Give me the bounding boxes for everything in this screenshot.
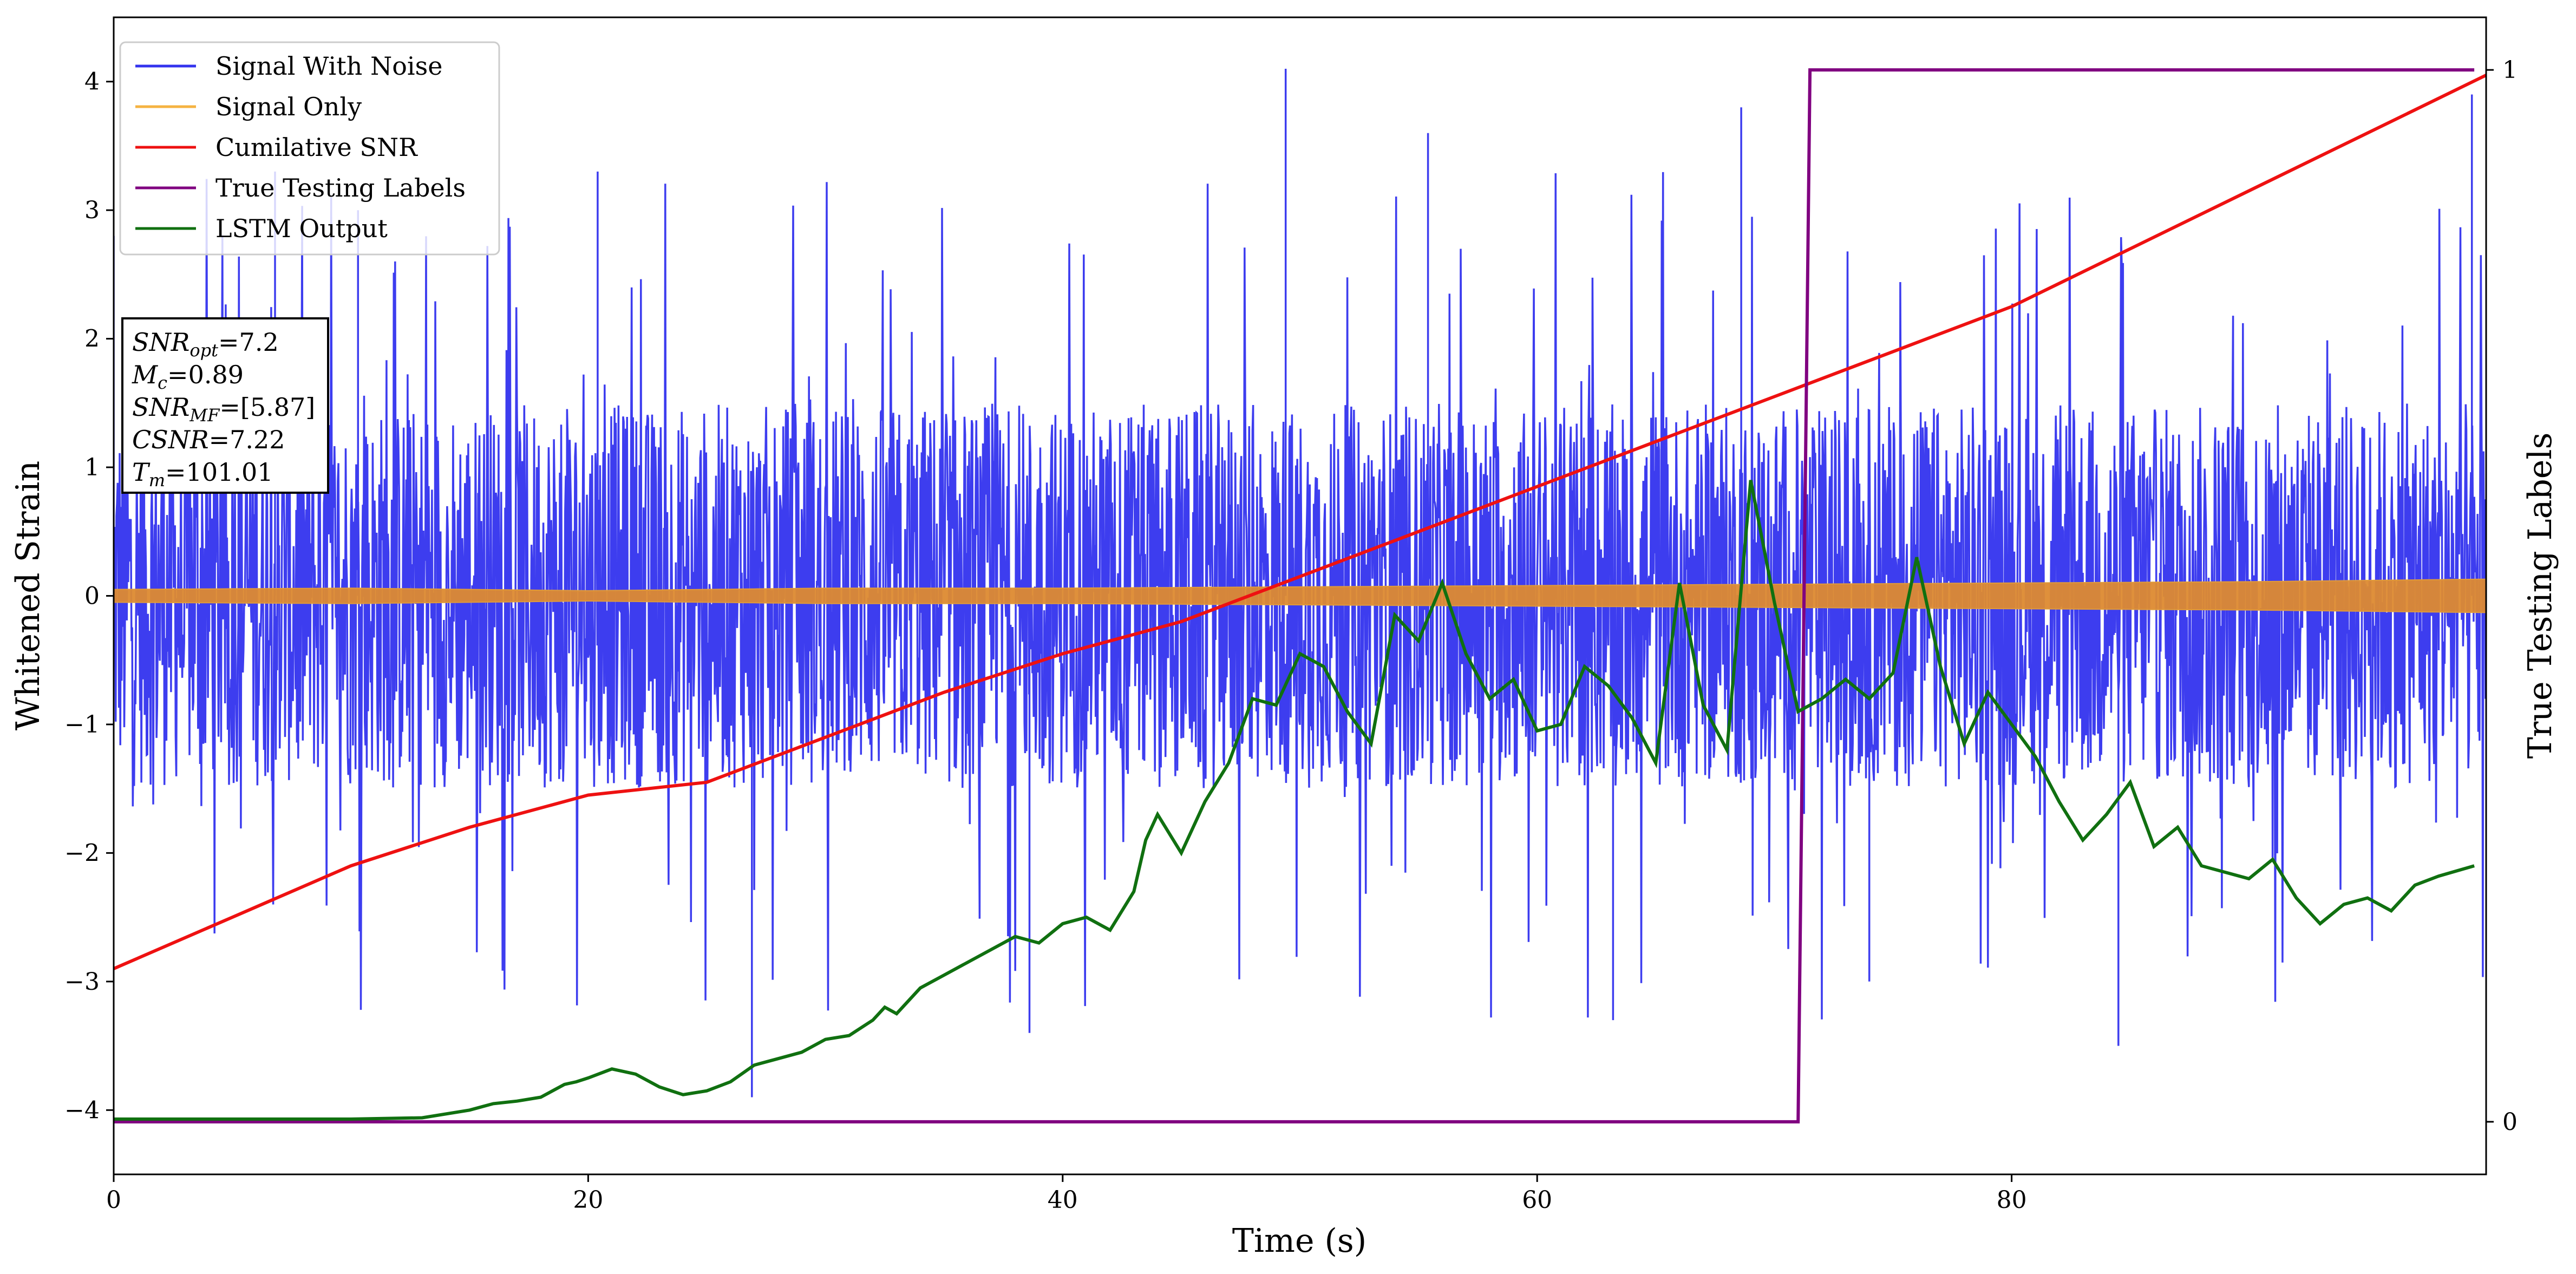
x-tick-label: 0 bbox=[106, 1186, 121, 1214]
y-tick-label: 2 bbox=[84, 325, 100, 353]
y-tick-label: −2 bbox=[64, 839, 100, 867]
y-tick-label: −3 bbox=[64, 968, 100, 996]
series-signal-with-noise bbox=[114, 69, 2486, 1097]
info-line-chirp-mass: Mc=0.89 bbox=[132, 360, 244, 393]
y2-tick-label: 0 bbox=[2502, 1108, 2518, 1136]
y-tick-label: 1 bbox=[84, 454, 100, 481]
x-tick-label: 20 bbox=[573, 1186, 603, 1214]
x-tick-label: 80 bbox=[1997, 1186, 2027, 1214]
y-tick-label: −4 bbox=[64, 1096, 100, 1124]
info-line-snr-mf: SNRMF=[5.87] bbox=[132, 393, 315, 426]
y-tick-label: 3 bbox=[84, 197, 100, 224]
legend-label-signal-with-noise: Signal With Noise bbox=[215, 51, 442, 81]
legend-label-signal-only: Signal Only bbox=[215, 92, 362, 121]
legend-label-cumilative-snr: Cumilative SNR bbox=[215, 133, 418, 162]
x-tick-label: 60 bbox=[1522, 1186, 1552, 1214]
y2-axis-title: True Testing Labels bbox=[2521, 433, 2559, 759]
y-axis-title: Whitened Strain bbox=[9, 461, 47, 730]
legend-label-lstm-output: LSTM Output bbox=[215, 214, 388, 243]
info-line-snr-opt: SNRopt=7.2 bbox=[132, 328, 279, 361]
axes: 0 20 40 60 80 4 3 2 1 0 −1 −2 −3 −4 1 0 bbox=[64, 56, 2518, 1214]
x-tick-label: 40 bbox=[1048, 1186, 1078, 1214]
series-true-testing-labels bbox=[114, 68, 2475, 1123]
series-signal-only bbox=[114, 578, 2486, 613]
series-lstm-output bbox=[114, 480, 2475, 1121]
plot-area-series bbox=[114, 68, 2486, 1123]
legend-label-true-testing-labels: True Testing Labels bbox=[215, 173, 466, 202]
legend: Signal With Noise Signal Only Cumilative… bbox=[119, 41, 500, 256]
y2-tick-label: 1 bbox=[2502, 56, 2518, 84]
y-tick-label: 0 bbox=[84, 583, 100, 610]
legend-box bbox=[119, 41, 500, 256]
info-box-frame bbox=[121, 317, 329, 494]
info-line-tm: Tm=101.01 bbox=[132, 458, 273, 491]
series-cumilative-snr bbox=[114, 74, 2486, 970]
x-axis-title: Time (s) bbox=[1232, 1222, 1367, 1260]
info-box: SNRopt=7.2 Mc=0.89 SNRMF=[5.87] CSNR=7.2… bbox=[121, 317, 329, 494]
y-tick-label: −1 bbox=[64, 711, 100, 739]
y-tick-label: 4 bbox=[84, 68, 100, 96]
info-line-csnr: CSNR=7.22 bbox=[132, 425, 285, 454]
